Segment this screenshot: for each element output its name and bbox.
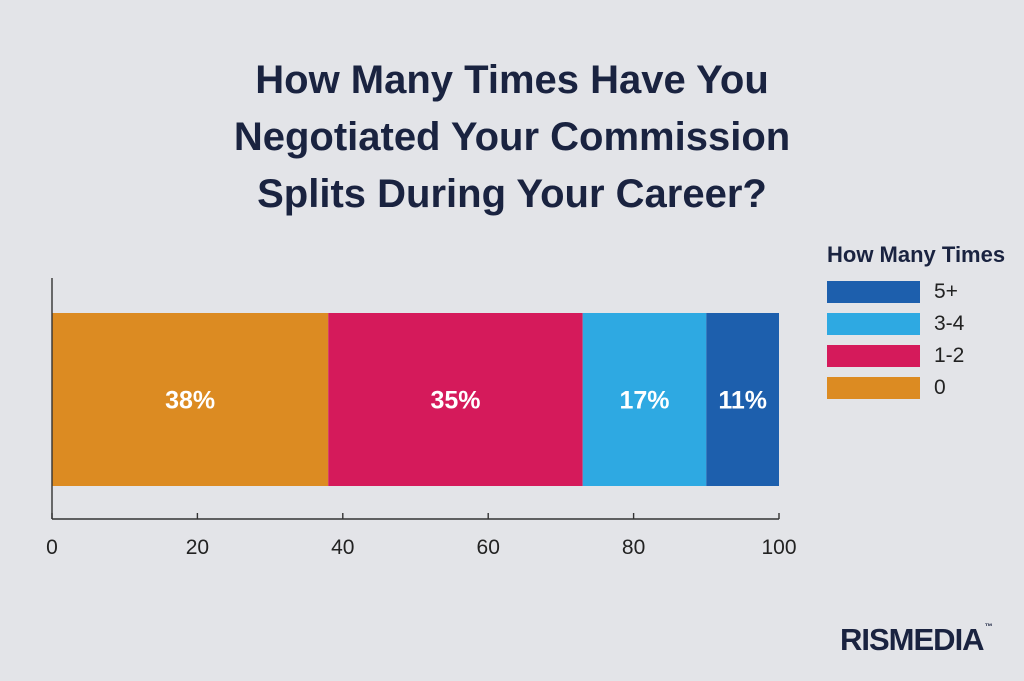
data-label-0: 38%: [165, 387, 215, 415]
legend-item-3-4: 3-4: [827, 311, 1005, 337]
x-tick-label: 100: [761, 536, 796, 559]
legend-label: 0: [934, 376, 946, 399]
bars-layer: [52, 313, 779, 486]
x-axis-ticks: 0 20 40 60 80 100: [46, 513, 797, 559]
data-label-1-2: 35%: [430, 387, 480, 415]
legend-swatch: [827, 377, 920, 399]
bar-segment-5+: [706, 313, 779, 486]
x-tick-label: 20: [186, 536, 209, 559]
legend-label: 3-4: [934, 312, 965, 335]
bar-segment-0: [52, 313, 329, 486]
logo-text: RISMEDIA: [840, 622, 985, 657]
chart-title-line: How Many Times Have You: [255, 58, 769, 102]
x-tick-label: 60: [477, 536, 500, 559]
bar-segment-3-4: [582, 313, 707, 486]
chart-title-line: Negotiated Your Commission: [233, 115, 791, 159]
chart-title-line: Splits During Your Career?: [257, 172, 767, 216]
legend: How Many Times 5+ 3-4 1-2 0: [827, 240, 1005, 407]
legend-label: 5+: [934, 280, 958, 303]
legend-swatch: [827, 345, 920, 367]
legend-label: 1-2: [934, 344, 965, 367]
data-labels: 38% 35% 17% 11%: [165, 387, 767, 415]
chart-title: How Many Times Have You Negotiated Your …: [0, 52, 1024, 223]
data-label-5+: 11%: [718, 387, 767, 415]
x-tick-label: 40: [331, 536, 354, 559]
legend-item-1-2: 1-2: [827, 343, 1005, 369]
legend-item-0: 0: [827, 375, 1005, 401]
legend-items: 5+ 3-4 1-2 0: [827, 279, 1005, 401]
rismedia-logo: RISMEDIA™: [840, 622, 993, 658]
data-label-3-4: 17%: [619, 387, 669, 415]
legend-swatch: [827, 281, 920, 303]
x-tick-label: 80: [622, 536, 645, 559]
legend-swatch: [827, 313, 920, 335]
bar-segment-1-2: [328, 313, 583, 486]
logo-trademark: ™: [984, 622, 993, 631]
legend-item-5+: 5+: [827, 279, 1005, 305]
x-tick-label: 0: [46, 536, 58, 559]
legend-title: How Many Times: [827, 242, 1006, 267]
